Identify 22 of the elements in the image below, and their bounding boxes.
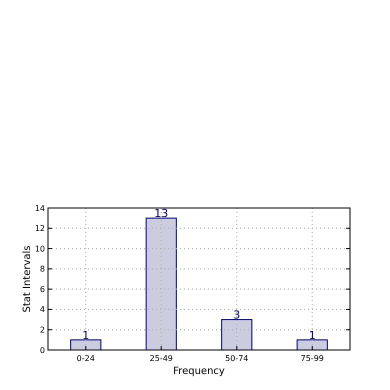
bar xyxy=(296,339,328,350)
data-label: 1 xyxy=(308,328,316,342)
x-tick-label: 25-49 xyxy=(150,354,173,363)
x-tick-label: 50-74 xyxy=(225,354,248,363)
y-tick-label: 4 xyxy=(40,305,45,314)
data-label: 1 xyxy=(82,328,90,342)
data-label: 3 xyxy=(233,308,240,322)
x-tick-label: 0-24 xyxy=(76,354,95,363)
y-tick-label: 2 xyxy=(40,326,45,335)
y-tick-label: 8 xyxy=(40,264,45,274)
y-tick-label: 6 xyxy=(40,284,45,294)
y-tick-label: 14 xyxy=(34,204,45,213)
y-axis-title: Stat Intervals xyxy=(22,245,33,313)
bar xyxy=(221,319,252,350)
x-tick-label: 75-99 xyxy=(300,354,324,363)
bar xyxy=(146,218,177,350)
x-axis-title: Frequency xyxy=(173,366,225,377)
y-tick-label: 10 xyxy=(34,244,45,254)
y-tick-label: 12 xyxy=(34,224,45,234)
data-label: 13 xyxy=(154,207,168,220)
bar xyxy=(70,339,102,350)
y-tick-label: 0 xyxy=(40,346,45,355)
